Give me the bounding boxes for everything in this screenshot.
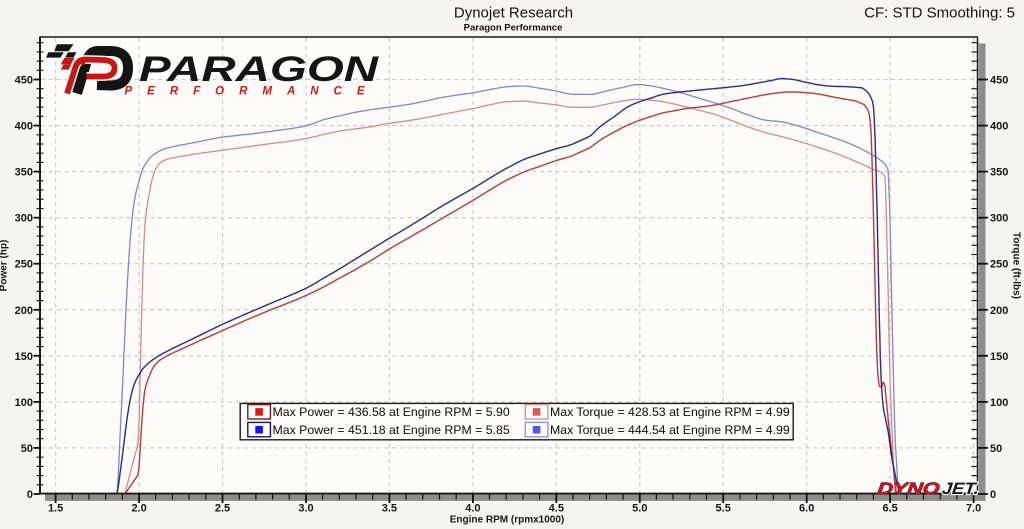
svg-text:450: 450 — [15, 75, 33, 87]
svg-text:Torque (ft-lbs): Torque (ft-lbs) — [1011, 232, 1022, 299]
svg-text:Engine RPM (rpmx1000): Engine RPM (rpmx1000) — [450, 515, 564, 526]
svg-text:3.0: 3.0 — [298, 503, 313, 515]
svg-text:7.0: 7.0 — [966, 503, 981, 515]
svg-text:2.5: 2.5 — [215, 503, 230, 515]
svg-text:Max Torque = 444.54 at Engine: Max Torque = 444.54 at Engine RPM = 4.99 — [550, 423, 790, 437]
svg-text:0: 0 — [27, 489, 33, 501]
svg-text:JET.: JET. — [941, 479, 980, 498]
svg-text:CF: STD Smoothing: 5: CF: STD Smoothing: 5 — [864, 5, 1015, 22]
svg-text:100: 100 — [15, 397, 33, 409]
svg-text:Dynojet Research: Dynojet Research — [454, 5, 573, 22]
svg-text:200: 200 — [990, 305, 1008, 317]
svg-text:350: 350 — [15, 167, 33, 179]
svg-text:200: 200 — [15, 305, 33, 317]
svg-text:4.0: 4.0 — [465, 503, 480, 515]
svg-text:DYNO: DYNO — [877, 479, 941, 498]
svg-text:300: 300 — [990, 213, 1008, 225]
svg-text:Max Torque = 428.53 at Engine: Max Torque = 428.53 at Engine RPM = 4.99 — [550, 405, 790, 419]
svg-text:0: 0 — [990, 489, 996, 501]
svg-text:5.5: 5.5 — [716, 503, 731, 515]
svg-text:Max Power = 436.58 at Engine R: Max Power = 436.58 at Engine RPM = 5.90 — [273, 405, 510, 419]
svg-text:50: 50 — [990, 443, 1002, 455]
svg-text:PARAGON: PARAGON — [139, 50, 379, 89]
svg-text:Paragon Performance: Paragon Performance — [464, 23, 563, 34]
svg-text:2.0: 2.0 — [131, 503, 146, 515]
svg-text:150: 150 — [990, 351, 1008, 363]
svg-text:Power (hp): Power (hp) — [0, 240, 10, 292]
svg-text:3.5: 3.5 — [382, 503, 397, 515]
svg-text:250: 250 — [15, 259, 33, 271]
svg-text:6.5: 6.5 — [882, 503, 897, 515]
svg-text:150: 150 — [15, 351, 33, 363]
svg-text:50: 50 — [21, 443, 33, 455]
svg-text:400: 400 — [15, 121, 33, 133]
svg-text:400: 400 — [990, 121, 1008, 133]
svg-text:Max Power = 451.18 at Engine R: Max Power = 451.18 at Engine RPM = 5.85 — [273, 423, 510, 437]
svg-text:450: 450 — [990, 75, 1008, 87]
svg-text:6.0: 6.0 — [799, 503, 814, 515]
svg-text:250: 250 — [990, 259, 1008, 271]
svg-text:1.5: 1.5 — [48, 503, 63, 515]
svg-text:350: 350 — [990, 167, 1008, 179]
svg-text:100: 100 — [990, 397, 1008, 409]
svg-text:5.0: 5.0 — [632, 503, 647, 515]
svg-text:4.5: 4.5 — [549, 503, 564, 515]
svg-text:300: 300 — [15, 213, 33, 225]
